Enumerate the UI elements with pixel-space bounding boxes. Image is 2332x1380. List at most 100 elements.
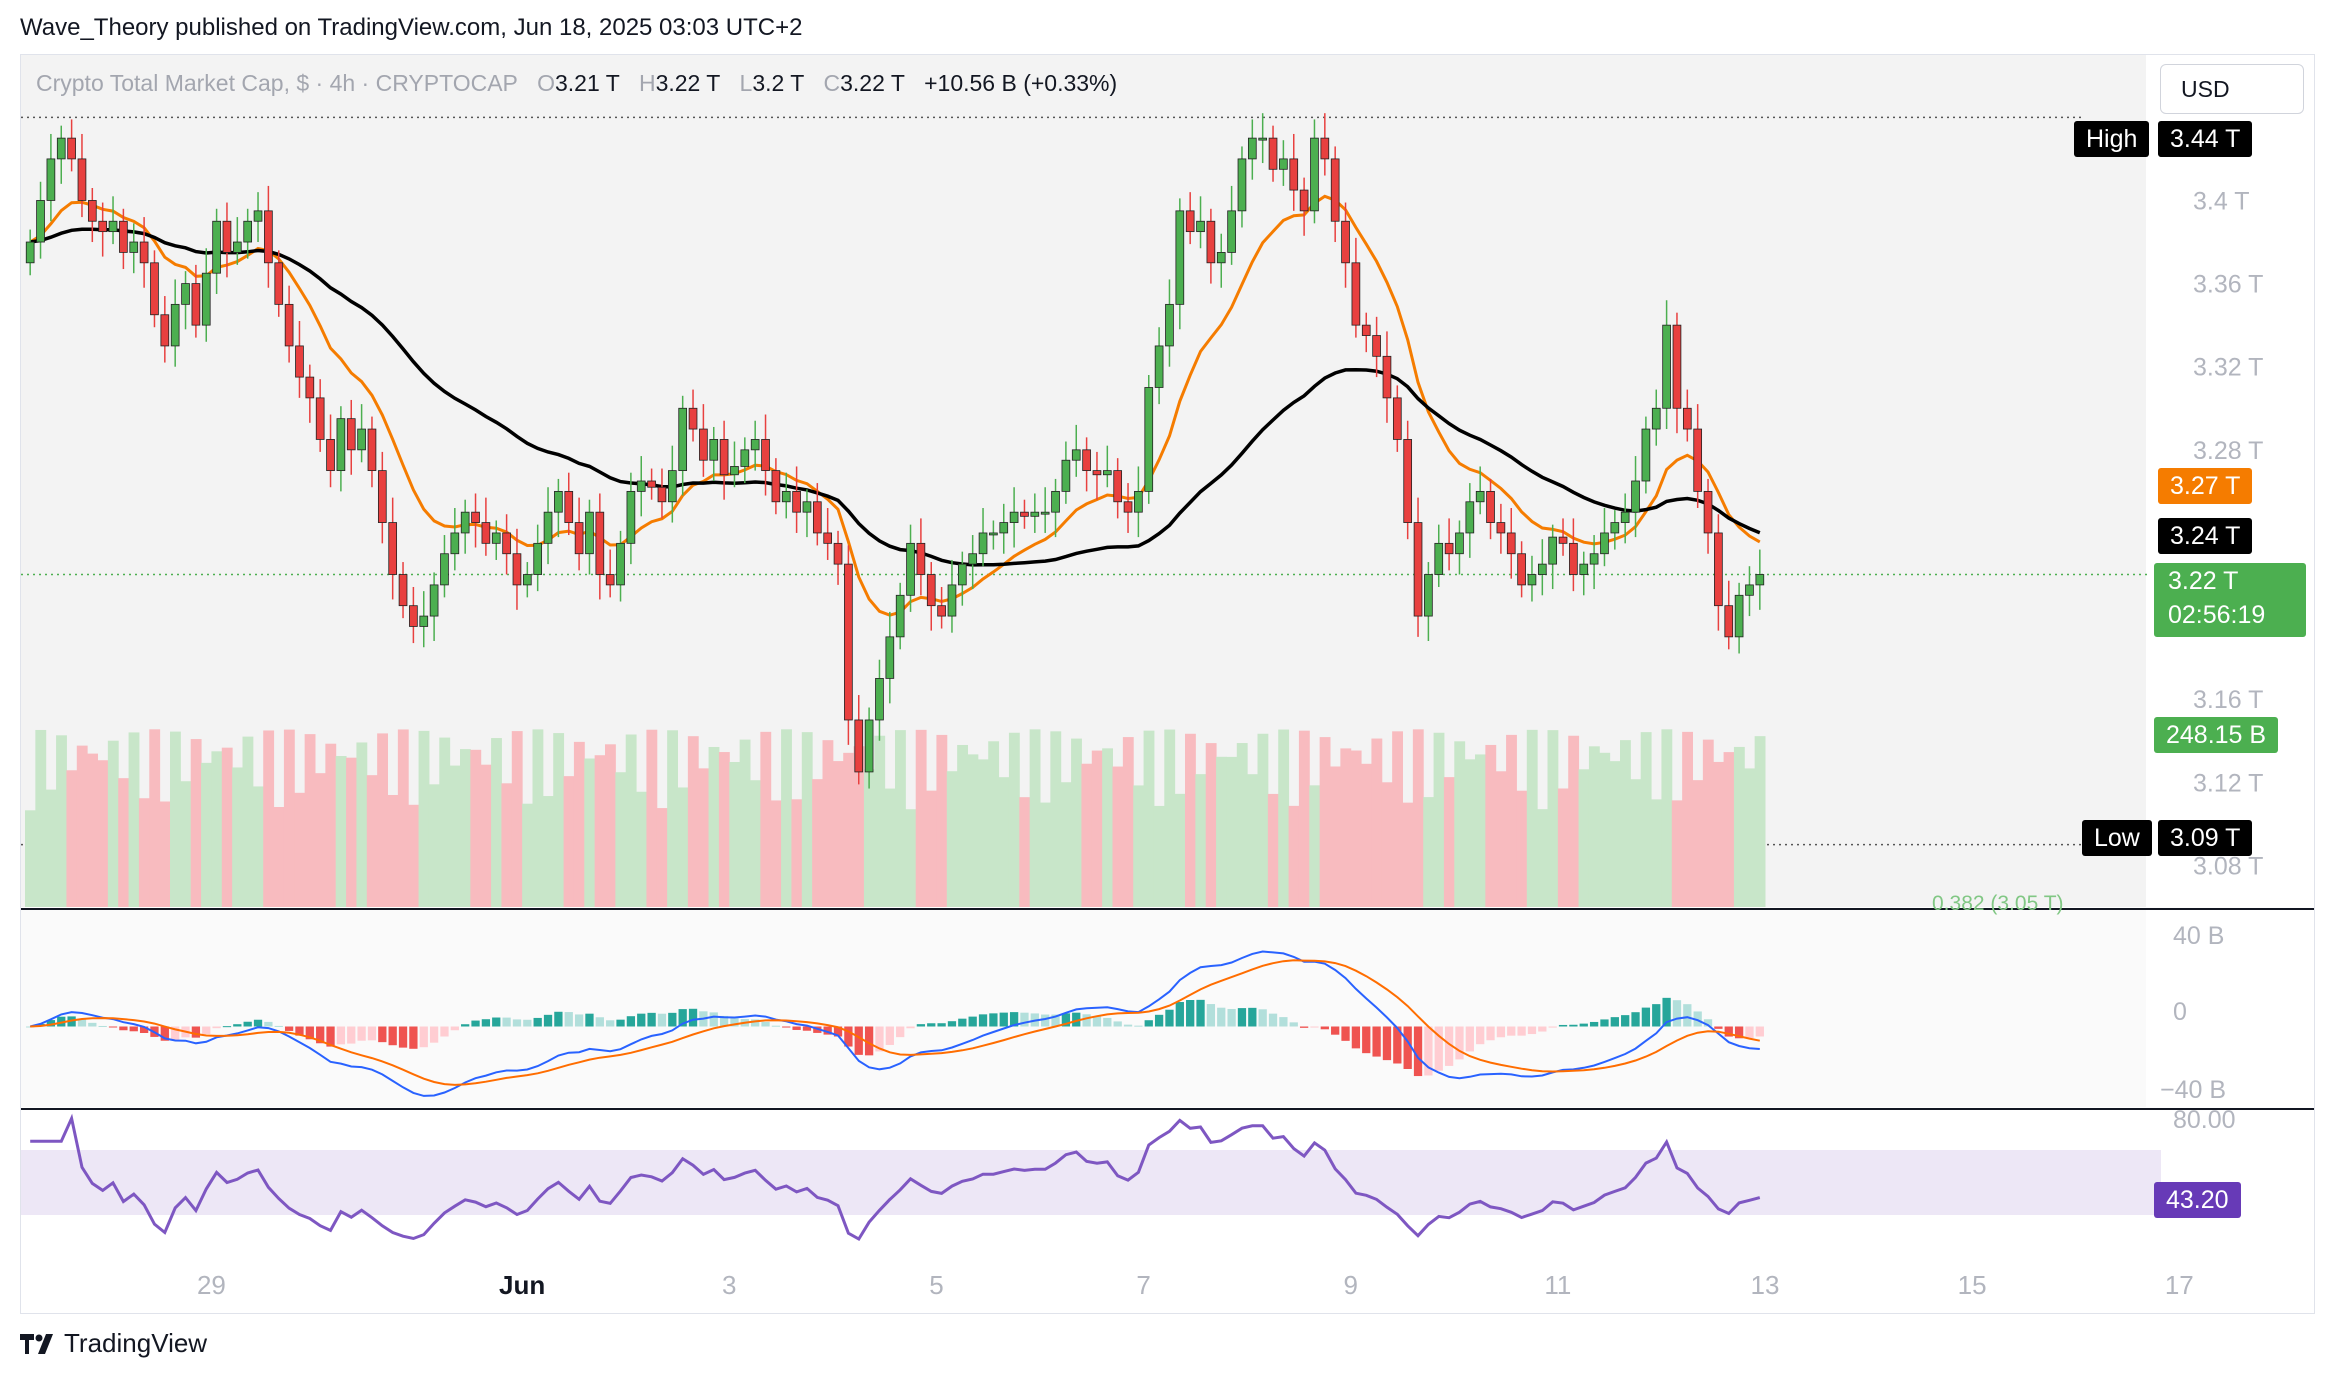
- volume-bar: [1340, 748, 1352, 907]
- volume-bar: [1557, 788, 1569, 907]
- candle-body: [1361, 324, 1371, 336]
- macd-histogram-bar: [388, 1026, 397, 1046]
- volume-bar: [1350, 750, 1362, 907]
- volume-bar: [118, 778, 130, 907]
- candle-body: [264, 210, 273, 264]
- volume-bar: [698, 768, 710, 907]
- candle-body: [978, 532, 988, 555]
- macd-histogram-bar: [1745, 1026, 1754, 1039]
- volume-bar: [1733, 746, 1745, 907]
- candle-body: [657, 486, 667, 503]
- candle-body: [129, 241, 139, 253]
- volume-bar: [625, 734, 637, 907]
- macd-histogram-bar: [471, 1020, 480, 1027]
- volume-bar: [1174, 793, 1186, 907]
- candle-body: [1102, 470, 1112, 476]
- macd-histogram-bar: [833, 1026, 843, 1037]
- candle-body: [1579, 563, 1589, 575]
- macd-histogram-bar: [626, 1016, 636, 1027]
- chart-panel[interactable]: 3.4 T 3.36 T 3.32 T 3.28 T 3.16 T 3.12 T 3.08 …: [20, 54, 2315, 1314]
- macd-histogram-bar: [1103, 1017, 1112, 1027]
- macd-histogram-bar: [678, 1009, 687, 1027]
- volume-bar: [1143, 730, 1155, 907]
- currency-button[interactable]: USD: [2160, 64, 2304, 114]
- candle-body: [1113, 470, 1123, 503]
- candle-body: [1144, 387, 1154, 492]
- macd-histogram-bar: [108, 1026, 118, 1028]
- candle-body: [460, 511, 470, 534]
- macd-histogram-bar: [264, 1021, 273, 1027]
- volume-bar: [874, 735, 886, 907]
- macd-histogram-bar: [1165, 1009, 1174, 1027]
- macd-axis-bottom: −40 B: [2160, 1076, 2227, 1104]
- volume-bar: [1164, 729, 1176, 907]
- volume-bar: [1568, 735, 1580, 907]
- candle-body: [56, 137, 66, 160]
- low-tag-value: 3.09 T: [2158, 820, 2253, 856]
- tradingview-logo[interactable]: TradingView: [20, 1328, 207, 1359]
- price-axis-label: 3.28 T: [2193, 437, 2263, 465]
- macd-histogram-bar: [1061, 1013, 1071, 1027]
- candle-body: [1175, 210, 1185, 305]
- macd-histogram-bar: [999, 1012, 1008, 1027]
- macd-histogram-bar: [1579, 1023, 1588, 1027]
- macd-histogram-bar: [512, 1019, 522, 1027]
- chart-canvas[interactable]: 3.4 T 3.36 T 3.32 T 3.28 T 3.16 T 3.12 T 3.08 …: [21, 55, 2314, 1313]
- macd-histogram-bar: [1351, 1026, 1361, 1049]
- macd-histogram-bar: [1755, 1026, 1764, 1037]
- candle-body: [1465, 501, 1475, 534]
- candle-body: [926, 574, 936, 607]
- macd-histogram-bar: [657, 1013, 667, 1027]
- macd-histogram-bar: [253, 1019, 263, 1027]
- macd-histogram-bar: [1268, 1013, 1278, 1027]
- candle-body: [605, 574, 615, 586]
- macd-histogram-bar: [1631, 1012, 1640, 1027]
- macd-histogram-bar: [1393, 1026, 1402, 1064]
- candle-body: [108, 220, 118, 233]
- time-axis-label: 5: [929, 1270, 943, 1300]
- volume-bar: [1319, 737, 1331, 907]
- volume-bar: [1050, 731, 1062, 907]
- candle-body: [957, 563, 967, 586]
- volume-bar: [667, 730, 678, 907]
- price-axis-label: 3.36 T: [2193, 271, 2263, 299]
- candle-body: [647, 480, 656, 488]
- candle-body: [398, 574, 408, 607]
- candle-body: [87, 200, 97, 222]
- macd-histogram-bar: [1538, 1026, 1547, 1032]
- volume-bar: [1029, 729, 1041, 907]
- macd-histogram-bar: [606, 1020, 615, 1027]
- volume-bar: [1423, 797, 1435, 907]
- candle-body: [1227, 210, 1236, 253]
- candle-body: [554, 490, 563, 513]
- candle-body: [1351, 262, 1361, 326]
- macd-histogram-bar: [543, 1014, 553, 1027]
- time-axis-label: 29: [197, 1270, 226, 1300]
- macd-histogram-bar: [668, 1012, 677, 1027]
- volume-bar: [1267, 793, 1279, 907]
- macd-histogram-bar: [958, 1018, 967, 1027]
- candle-body: [1165, 303, 1174, 347]
- legend-close-label: C: [823, 70, 841, 96]
- candle-body: [543, 511, 553, 544]
- volume-bar: [781, 729, 792, 907]
- volume-bar: [1475, 754, 1486, 907]
- volume-bar: [1153, 805, 1165, 907]
- volume-bar: [449, 765, 461, 907]
- volume-bar: [1692, 780, 1704, 907]
- legend-open-label: O: [537, 70, 555, 96]
- candle-body: [885, 636, 895, 679]
- volume-bar: [988, 741, 1000, 907]
- volume-bar: [1412, 729, 1424, 907]
- macd-histogram-bar: [1652, 1004, 1661, 1027]
- volume-bar: [936, 734, 948, 907]
- publisher-line: Wave_Theory published on TradingView.com…: [20, 14, 803, 41]
- volume-bar: [967, 754, 979, 907]
- candle-body: [667, 470, 677, 503]
- macd-histogram-bar: [357, 1026, 366, 1041]
- candle-body: [1600, 532, 1609, 555]
- volume-bar: [1537, 809, 1548, 907]
- volume-bar: [1040, 802, 1051, 907]
- candle-body: [626, 490, 636, 544]
- candle-body: [719, 439, 729, 476]
